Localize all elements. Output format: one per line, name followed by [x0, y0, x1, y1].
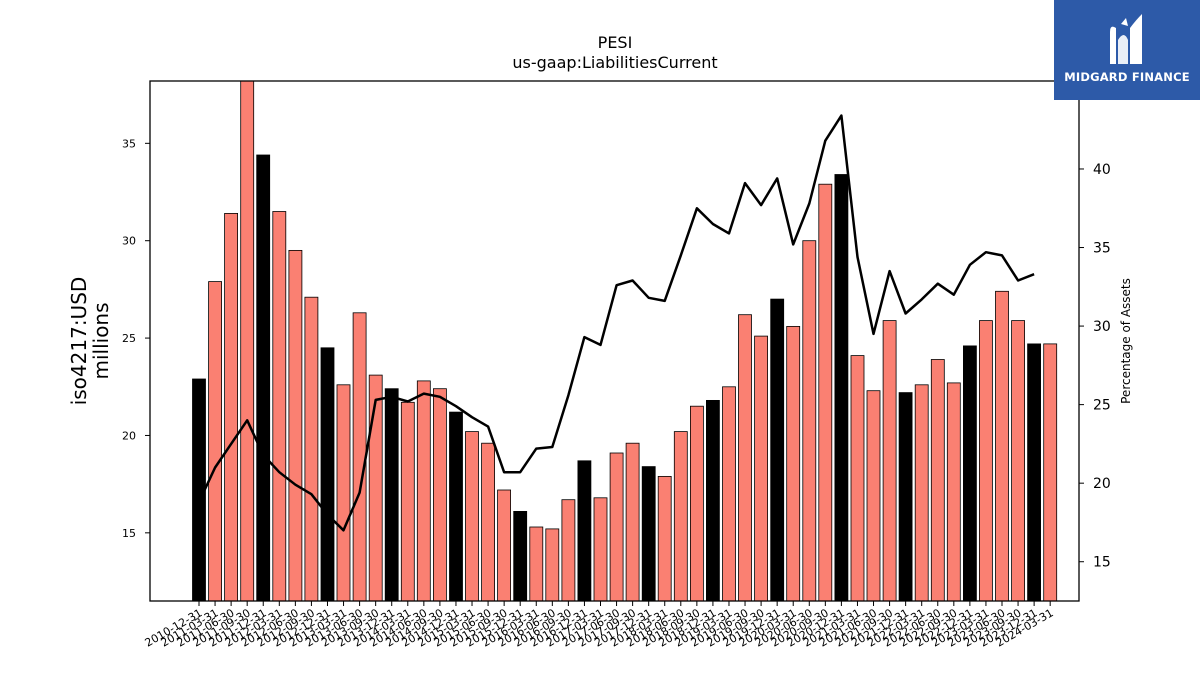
- bar: [208, 281, 223, 602]
- bar: [577, 460, 592, 602]
- bar: [834, 174, 849, 602]
- bar: [481, 442, 496, 602]
- bar: [738, 314, 752, 602]
- bar: [368, 374, 383, 602]
- bar: [561, 499, 576, 602]
- bar: [898, 392, 913, 602]
- bar: [850, 355, 865, 602]
- bar: [673, 431, 688, 602]
- bar: [866, 390, 881, 602]
- bar: [1027, 343, 1041, 602]
- bar: [320, 347, 335, 602]
- y-axis-right-label: Percentage of Assets: [1119, 278, 1133, 404]
- y-tick-label: 35: [122, 137, 136, 150]
- bar: [882, 320, 897, 602]
- y-tick-label: 30: [122, 235, 136, 248]
- chart-title: PESI: [598, 33, 633, 52]
- y-axis-right: 15 20 25 30 35 40: [1079, 162, 1111, 571]
- midgard-logo-icon: [1110, 14, 1142, 65]
- bar: [722, 386, 736, 602]
- bar: [449, 411, 463, 602]
- bar: [400, 401, 415, 602]
- bar: [754, 335, 768, 602]
- plot-frame: [149, 80, 1080, 602]
- bar: [641, 466, 656, 602]
- bar: [786, 325, 801, 602]
- y-right-tick-label: 25: [1093, 398, 1111, 414]
- y-right-tick-label: 15: [1093, 555, 1111, 571]
- bar: [240, 80, 255, 602]
- bar: [432, 388, 447, 602]
- bar: [416, 380, 431, 602]
- y-tick-label: 15: [122, 527, 136, 540]
- bar: [384, 388, 399, 602]
- bar: [465, 431, 479, 602]
- bar: [690, 405, 704, 602]
- y-axis-left: 15 20 25 30 35: [122, 137, 150, 540]
- bar: [979, 320, 993, 602]
- bar: [336, 384, 351, 602]
- bar: [802, 240, 817, 602]
- bar: [946, 382, 961, 602]
- bar: [625, 442, 640, 602]
- bar: [1011, 320, 1025, 602]
- bar: [995, 290, 1009, 602]
- y-axis-label: iso4217:USD: [67, 277, 91, 406]
- bar: [352, 312, 367, 602]
- bar: [497, 489, 512, 602]
- bar: [224, 212, 239, 602]
- bar: [963, 345, 977, 602]
- bar: [914, 384, 929, 602]
- bars-layer: [192, 80, 1058, 602]
- bar: [288, 249, 303, 602]
- y-right-tick-label: 30: [1093, 319, 1111, 335]
- bar: [1043, 343, 1058, 602]
- line-series: [197, 114, 1035, 532]
- bar: [593, 497, 608, 602]
- y-right-tick-label: 40: [1093, 162, 1111, 178]
- bar: [930, 359, 945, 602]
- y-right-tick-label: 35: [1093, 241, 1111, 257]
- bar: [818, 183, 833, 602]
- bar: [272, 211, 287, 602]
- bar: [304, 296, 319, 602]
- bar: [657, 475, 672, 602]
- y-tick-label: 20: [122, 429, 136, 442]
- x-axis: 2010-12-312011-03-312011-06-302011-09-30…: [143, 601, 1056, 650]
- bar: [513, 510, 528, 602]
- bar: [706, 399, 720, 602]
- y-right-tick-label: 20: [1093, 476, 1111, 492]
- bar: [545, 528, 560, 602]
- bar: [609, 452, 624, 602]
- bar: [256, 154, 271, 602]
- company-logo: MIDGARD FINANCE: [1054, 0, 1200, 100]
- bar: [529, 526, 544, 602]
- y-axis-label-line2: millions: [89, 302, 113, 379]
- line-layer: [197, 114, 1035, 532]
- logo-text: MIDGARD FINANCE: [1064, 70, 1190, 84]
- bar: [770, 298, 785, 602]
- y-tick-label: 25: [122, 332, 136, 345]
- chart-subtitle: us-gaap:LiabilitiesCurrent: [512, 53, 717, 72]
